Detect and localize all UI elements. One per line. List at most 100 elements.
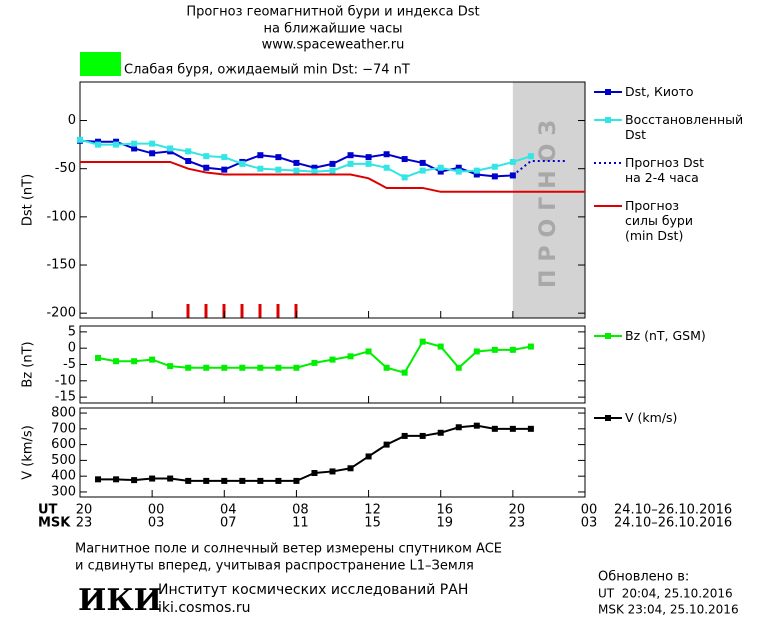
point (185, 477, 192, 484)
point (293, 364, 300, 371)
point (455, 364, 462, 371)
point (275, 364, 282, 371)
point (275, 154, 282, 161)
point (473, 348, 480, 355)
point (293, 159, 300, 166)
series-line (97, 340, 532, 374)
y-tick-label: 400 (51, 469, 76, 484)
point (365, 348, 372, 355)
title: Прогноз геомагнитной бури и индекса Dst (186, 5, 479, 20)
point (239, 364, 246, 371)
point (455, 168, 462, 175)
y-tick-label: -15 (55, 390, 76, 405)
site: iki.cosmos.ru (158, 600, 250, 616)
x-tick-label: 15 (364, 516, 381, 531)
y-tick-label: -100 (46, 209, 76, 224)
point (329, 167, 336, 174)
point (203, 364, 210, 371)
point (311, 164, 318, 171)
y-tick-label: 700 (51, 421, 76, 436)
updated: Обновлено в: (598, 570, 689, 585)
point (401, 369, 408, 376)
point (185, 157, 192, 164)
series-line (80, 160, 585, 193)
storm-markers (186, 304, 298, 318)
point (239, 477, 246, 484)
y-tick-label: 0 (68, 341, 76, 356)
point (257, 364, 264, 371)
x-tick-label: 20 (509, 503, 526, 518)
point (455, 164, 462, 171)
legend-label: Dst, Киото (625, 84, 694, 99)
legend-label: V (km/s) (625, 410, 678, 425)
point (203, 477, 210, 484)
point (401, 174, 408, 181)
logo: ИКИ (78, 583, 162, 618)
point (473, 171, 480, 178)
point (347, 465, 354, 472)
note: Магнитное поле и солнечный ветер измерен… (75, 542, 502, 557)
point (329, 356, 336, 363)
date-range: 24.10–26.10.2016 (614, 516, 732, 531)
point (509, 346, 516, 353)
plot-frame (79, 325, 586, 404)
y-tick-label: 600 (51, 437, 76, 452)
point (437, 429, 444, 436)
legend-label: Прогноз силы бури (min Dst) (625, 198, 693, 243)
y-axis-label: V (km/s) (21, 425, 36, 480)
plot-frame (79, 407, 586, 498)
status: Слабая буря, ожидаемый min Dst: −74 nT (124, 63, 410, 78)
y-axis-label: Bz (nT) (21, 341, 36, 387)
point (383, 441, 390, 448)
updated-ut: UT 20:04, 25.10.2016 (598, 587, 733, 601)
point (221, 477, 228, 484)
point (419, 167, 426, 174)
point (419, 159, 426, 166)
point (491, 425, 498, 432)
y-tick-label: 0 (68, 113, 76, 128)
point (437, 343, 444, 350)
y-tick-label: 5 (68, 324, 76, 339)
institute: Институт космических исследований РАН (158, 582, 468, 598)
point (293, 477, 300, 484)
point (419, 338, 426, 345)
status-box (80, 52, 121, 76)
point (509, 425, 516, 432)
point (491, 163, 498, 170)
y-tick-label: 300 (51, 484, 76, 499)
point (95, 141, 102, 148)
point (491, 346, 498, 353)
point (311, 470, 318, 477)
y-tick-label: -150 (46, 258, 76, 273)
x-tick-label: 23 (509, 516, 526, 531)
x-tick-label: 11 (292, 516, 309, 531)
point (221, 364, 228, 371)
point (365, 154, 372, 161)
point (383, 151, 390, 158)
y-axis-label: Dst (nT) (21, 174, 36, 226)
point (131, 140, 138, 147)
subtitle: на ближайшие часы (263, 22, 402, 37)
point (437, 164, 444, 171)
legend-marker (605, 89, 611, 95)
point (311, 168, 318, 175)
point (149, 140, 156, 147)
y-tick-label: 800 (51, 406, 76, 421)
point (347, 152, 354, 159)
x-tick-label: 16 (436, 503, 453, 518)
point (365, 453, 372, 460)
point (293, 167, 300, 174)
forecast-area (512, 82, 585, 318)
y-tick-label: -10 (55, 373, 76, 388)
point (473, 167, 480, 174)
x-tick-label: 19 (436, 516, 453, 531)
point (419, 432, 426, 439)
x-tick-label: 12 (364, 503, 381, 518)
point (329, 468, 336, 475)
legend-label: Прогноз Dst на 2-4 часа (625, 155, 705, 185)
point (347, 353, 354, 360)
y-tick-label: -200 (46, 306, 76, 321)
point (221, 166, 228, 173)
x-tick-label: 20 (76, 503, 93, 518)
